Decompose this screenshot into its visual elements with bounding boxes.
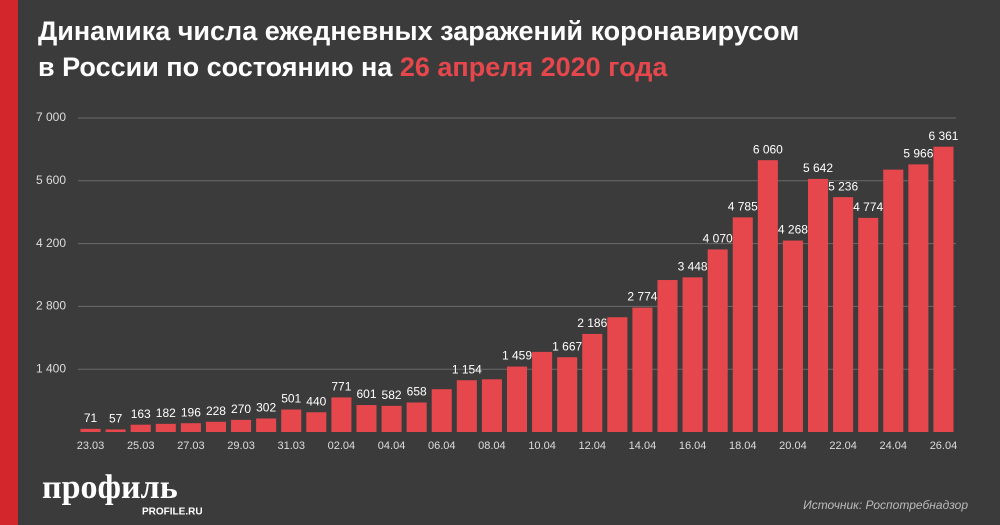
bar	[331, 397, 352, 432]
bar	[80, 428, 101, 432]
value-label: 163	[131, 407, 151, 421]
x-tick-label: 24.04	[880, 440, 908, 452]
value-label: 501	[281, 392, 301, 406]
x-tick-label: 20.04	[779, 440, 807, 452]
x-tick-label: 18.04	[729, 440, 757, 452]
x-tick-label: 29.03	[227, 440, 255, 452]
bar	[130, 424, 151, 432]
value-label: 57	[109, 412, 123, 426]
x-tick-label: 25.03	[127, 440, 155, 452]
bar	[406, 402, 427, 432]
bar	[632, 307, 653, 432]
title-highlight: 26 апреля 2020 года	[400, 52, 669, 82]
bar	[557, 357, 578, 432]
bar	[682, 277, 703, 432]
x-tick-label: 08.04	[478, 440, 506, 452]
value-label: 601	[356, 387, 376, 401]
x-tick-label: 22.04	[829, 440, 857, 452]
logo-site: PROFILE.RU	[142, 507, 203, 518]
bar	[456, 380, 477, 432]
value-label: 4 774	[853, 200, 883, 214]
value-label: 582	[382, 388, 402, 402]
value-label: 1 459	[502, 349, 532, 363]
bar	[532, 351, 553, 432]
bar	[256, 418, 277, 432]
bar	[205, 421, 227, 432]
y-tick-label: 1 400	[36, 361, 66, 375]
value-label: 771	[331, 380, 351, 394]
value-label: 1 154	[452, 362, 482, 376]
value-label: 2 186	[577, 316, 607, 330]
value-label: 6 361	[928, 129, 958, 143]
value-label: 4 070	[703, 232, 733, 246]
value-label: 2 774	[627, 290, 657, 304]
value-label: 5 236	[828, 179, 858, 193]
value-label: 440	[306, 394, 326, 408]
x-tick-label: 26.04	[930, 440, 958, 452]
bar	[155, 423, 176, 432]
y-tick-label: 7 000	[36, 110, 66, 124]
bar	[908, 164, 929, 433]
bar	[782, 240, 803, 432]
value-label: 270	[231, 402, 251, 416]
x-tick-label: 02.04	[328, 440, 356, 452]
bar	[306, 412, 327, 432]
bar	[180, 423, 201, 432]
value-label: 182	[156, 406, 176, 420]
bar	[431, 389, 452, 432]
bar	[833, 197, 854, 432]
bar	[657, 280, 678, 432]
x-tick-label: 31.03	[277, 440, 305, 452]
source: Источник: Роспотребнадзор	[803, 498, 968, 512]
x-tick-label: 06.04	[428, 440, 456, 452]
x-tick-label: 23.03	[77, 440, 105, 452]
bar	[231, 419, 252, 432]
bar	[381, 405, 402, 432]
bar	[356, 405, 377, 432]
value-label: 1 667	[552, 339, 582, 353]
bar	[858, 217, 879, 432]
value-label: 658	[407, 385, 427, 399]
value-label: 3 448	[678, 260, 708, 274]
value-label: 5 966	[903, 147, 933, 161]
bar	[807, 178, 829, 432]
value-label: 4 268	[778, 223, 808, 237]
chart-title: Динамика числа ежедневных заражений коро…	[38, 16, 799, 46]
value-label: 5 642	[803, 161, 833, 175]
value-label: 4 785	[728, 200, 758, 214]
bar	[933, 146, 954, 433]
bar	[707, 249, 728, 432]
value-label: 302	[256, 401, 276, 415]
bar	[883, 169, 904, 433]
x-tick-label: 16.04	[679, 440, 707, 452]
logo: профиль	[42, 469, 178, 506]
bar	[732, 217, 753, 432]
bar	[582, 333, 603, 432]
value-label: 228	[206, 404, 226, 418]
value-label: 71	[84, 411, 98, 425]
x-tick-label: 12.04	[578, 440, 606, 452]
y-tick-label: 4 200	[36, 236, 66, 250]
x-tick-label: 04.04	[378, 440, 406, 452]
value-label: 196	[181, 405, 201, 419]
bar	[481, 379, 502, 432]
bar	[281, 409, 302, 432]
x-tick-label: 27.03	[177, 440, 205, 452]
bar	[757, 160, 778, 432]
chart-title-line2: в России по состоянию на 26 апреля 2020 …	[38, 52, 668, 82]
y-tick-label: 2 800	[36, 299, 66, 313]
bar	[506, 366, 528, 432]
bar	[607, 317, 628, 432]
title-part: в России по состоянию на	[38, 52, 393, 82]
x-tick-label: 14.04	[629, 440, 657, 452]
accent-stripe	[0, 0, 18, 525]
value-label: 6 060	[753, 142, 783, 156]
y-tick-label: 5 600	[36, 173, 66, 187]
x-tick-label: 10.04	[528, 440, 556, 452]
bar	[105, 429, 126, 432]
